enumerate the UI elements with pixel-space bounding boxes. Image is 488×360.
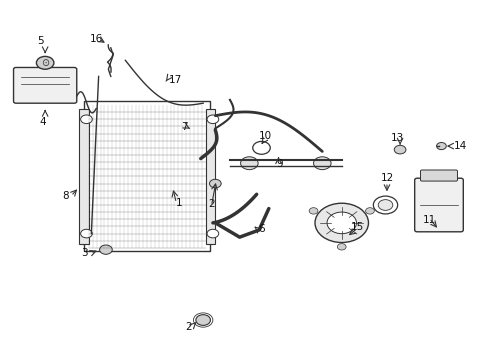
Bar bbox=[84, 102, 210, 251]
Text: 2: 2 bbox=[185, 322, 191, 332]
FancyBboxPatch shape bbox=[420, 170, 457, 181]
Circle shape bbox=[326, 212, 356, 234]
Circle shape bbox=[377, 200, 392, 210]
Text: 7: 7 bbox=[181, 122, 187, 132]
Circle shape bbox=[314, 203, 368, 243]
Circle shape bbox=[313, 157, 330, 170]
Text: 16: 16 bbox=[89, 34, 102, 44]
Text: 1: 1 bbox=[175, 198, 182, 208]
Text: 10: 10 bbox=[258, 131, 271, 141]
Circle shape bbox=[436, 143, 446, 150]
Text: 5: 5 bbox=[37, 36, 43, 46]
Text: 9: 9 bbox=[276, 159, 282, 169]
FancyBboxPatch shape bbox=[414, 178, 462, 232]
Circle shape bbox=[240, 157, 258, 170]
Circle shape bbox=[337, 244, 346, 250]
Circle shape bbox=[206, 115, 218, 123]
Circle shape bbox=[100, 245, 112, 254]
Circle shape bbox=[81, 115, 92, 123]
Text: 3: 3 bbox=[81, 248, 87, 258]
Text: 14: 14 bbox=[453, 141, 466, 151]
Text: 8: 8 bbox=[62, 191, 69, 201]
FancyBboxPatch shape bbox=[14, 67, 77, 103]
Circle shape bbox=[206, 229, 218, 238]
Bar bbox=[79, 109, 89, 244]
Circle shape bbox=[81, 229, 92, 238]
Circle shape bbox=[209, 179, 221, 188]
Text: ⊙: ⊙ bbox=[41, 58, 49, 68]
Circle shape bbox=[308, 208, 317, 214]
Bar bbox=[205, 109, 215, 244]
Text: 11: 11 bbox=[422, 215, 435, 225]
Text: 13: 13 bbox=[390, 133, 404, 143]
Text: 2: 2 bbox=[208, 199, 214, 209]
Circle shape bbox=[36, 57, 54, 69]
Text: 4: 4 bbox=[40, 117, 46, 127]
Circle shape bbox=[196, 315, 210, 325]
Text: 15: 15 bbox=[350, 222, 364, 232]
Text: 17: 17 bbox=[169, 75, 182, 85]
Circle shape bbox=[393, 145, 405, 154]
Circle shape bbox=[365, 208, 374, 214]
Text: 12: 12 bbox=[380, 173, 393, 183]
Text: 6: 6 bbox=[258, 224, 264, 234]
